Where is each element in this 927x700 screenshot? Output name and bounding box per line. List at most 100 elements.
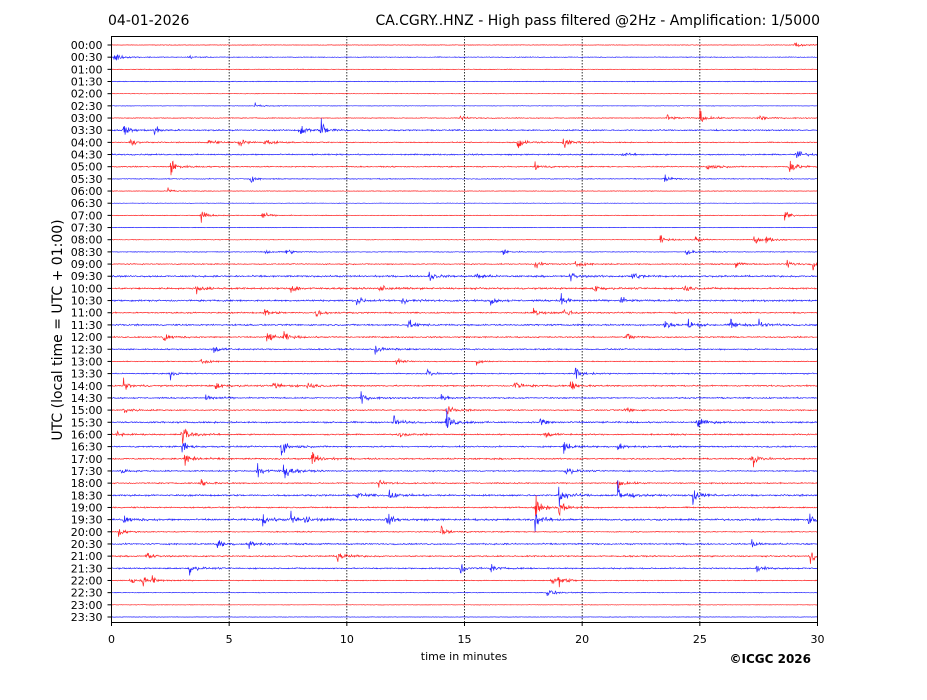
y-tick-label: 02:30: [71, 100, 103, 113]
trace-1630: [111, 442, 818, 456]
y-tick-label: 17:00: [71, 453, 103, 466]
copyright: ©ICGC 2026: [729, 652, 811, 666]
y-tick-label: 09:00: [71, 258, 103, 271]
trace-1900: [111, 495, 818, 517]
trace-0830: [111, 249, 818, 255]
trace-1230: [111, 345, 818, 355]
trace-0630: [111, 202, 818, 204]
trace-0330: [111, 118, 818, 136]
trace-0000: [111, 42, 818, 48]
seismic-traces: [111, 42, 818, 618]
trace-0730: [111, 226, 818, 229]
trace-2330: [111, 616, 818, 618]
y-tick-label: 20:30: [71, 538, 103, 551]
trace-2130: [111, 564, 818, 576]
trace-0500: [111, 160, 818, 176]
y-tick-label: 01:00: [71, 63, 103, 76]
y-tick-label: 22:30: [71, 587, 103, 600]
y-tick-label: 01:30: [71, 76, 103, 89]
y-tick-label: 11:00: [71, 307, 103, 320]
trace-1030: [111, 293, 818, 306]
trace-0700: [111, 211, 818, 223]
x-tick-label: 0: [108, 633, 115, 646]
y-tick-label: 22:00: [71, 574, 103, 587]
y-tick-label: 14:30: [71, 392, 103, 405]
y-tick-label: 03:30: [71, 124, 103, 137]
y-tick-label: 19:00: [71, 501, 103, 514]
trace-1730: [111, 463, 818, 479]
trace-1400: [111, 377, 818, 390]
y-tick-label: 09:30: [71, 270, 103, 283]
date-label: 04-01-2026: [108, 13, 189, 29]
y-tick-label: 02:00: [71, 88, 103, 101]
y-tick-label: 15:30: [71, 416, 103, 429]
trace-1700: [111, 451, 818, 468]
y-tick-label: 06:00: [71, 185, 103, 198]
y-tick-label: 12:00: [71, 331, 103, 344]
y-tick-label: 06:30: [71, 197, 103, 210]
y-tick-label: 13:00: [71, 355, 103, 368]
y-tick-label: 15:00: [71, 404, 103, 417]
y-tick-label: 07:30: [71, 222, 103, 235]
y-tick-label: 14:00: [71, 380, 103, 393]
y-tick-label: 11:30: [71, 319, 103, 332]
trace-1830: [111, 480, 818, 507]
trace-1300: [111, 358, 818, 366]
trace-1130: [111, 318, 818, 329]
trace-0430: [111, 150, 818, 158]
trace-0900: [111, 259, 818, 271]
y-tick-label: 00:00: [71, 39, 103, 52]
y-tick-label: 21:30: [71, 562, 103, 575]
vertical-gridlines: [228, 36, 701, 622]
y-tick-label: 04:30: [71, 149, 103, 162]
trace-2200: [111, 575, 818, 588]
trace-0400: [111, 138, 818, 149]
trace-0130: [111, 80, 818, 83]
chart-title: CA.CGRY..HNZ - High pass filtered @2Hz -…: [376, 13, 820, 29]
y-tick-label: 00:30: [71, 51, 103, 64]
y-tick-label: 08:30: [71, 246, 103, 259]
y-tick-label: 04:00: [71, 136, 103, 149]
trace-0800: [111, 235, 818, 244]
y-tick-label: 21:00: [71, 550, 103, 563]
trace-2000: [111, 525, 818, 537]
y-tick-label: 13:30: [71, 368, 103, 381]
y-tick-label: 05:00: [71, 161, 103, 174]
trace-0930: [111, 271, 818, 282]
trace-1530: [111, 408, 818, 429]
trace-1100: [111, 307, 818, 318]
x-tick-label: 20: [575, 633, 589, 646]
trace-0200: [111, 92, 818, 95]
trace-0100: [111, 68, 818, 71]
y-axis-label: UTC (local time = UTC + 01:00): [50, 219, 66, 440]
y-tick-label: 08:00: [71, 234, 103, 247]
trace-0230: [111, 102, 818, 107]
y-tick-label: 10:30: [71, 295, 103, 308]
y-tick-label: 16:30: [71, 441, 103, 454]
y-tick-label: 18:00: [71, 477, 103, 490]
trace-1800: [111, 478, 818, 489]
y-tick-label: 03:00: [71, 112, 103, 125]
trace-2030: [111, 539, 818, 549]
y-tick-label: 07:00: [71, 209, 103, 222]
y-axis-ticks: 00:0000:3001:0001:3002:0002:3003:0003:30…: [71, 39, 112, 624]
x-tick-label: 10: [340, 633, 354, 646]
x-tick-label: 25: [693, 633, 707, 646]
trace-0600: [111, 187, 818, 193]
trace-2230: [111, 589, 818, 597]
plot-frame: [111, 36, 818, 623]
x-axis-label: time in minutes: [421, 650, 508, 663]
y-tick-label: 10:00: [71, 282, 103, 295]
trace-1430: [111, 391, 818, 404]
y-tick-label: 19:30: [71, 514, 103, 527]
trace-1200: [111, 331, 818, 342]
x-tick-label: 30: [811, 633, 825, 646]
trace-1330: [111, 367, 818, 381]
trace-1500: [111, 406, 818, 415]
trace-1930: [111, 510, 818, 533]
trace-1600: [111, 428, 818, 444]
trace-0300: [111, 108, 818, 123]
x-tick-label: 15: [458, 633, 472, 646]
y-tick-label: 05:30: [71, 173, 103, 186]
